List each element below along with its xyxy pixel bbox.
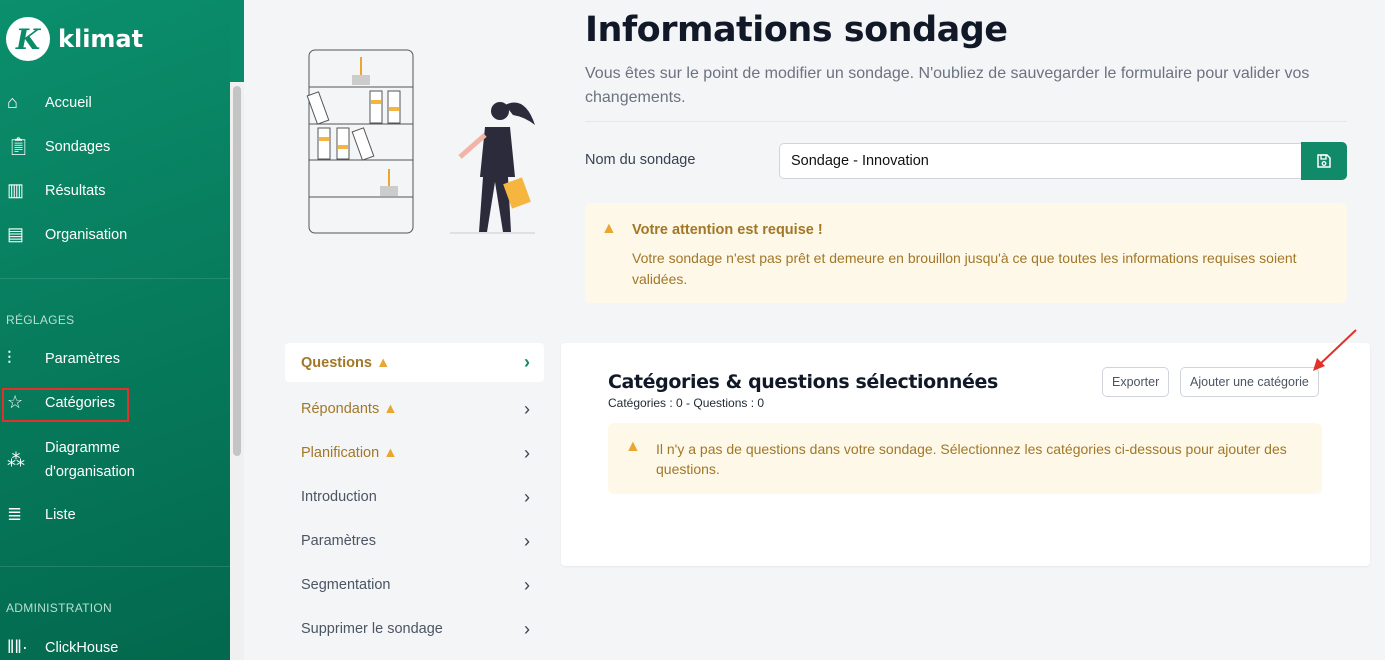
list-icon: ≣ xyxy=(7,504,23,524)
clipboard-icon: 📋︎ xyxy=(7,136,30,156)
layout-icon: ▤ xyxy=(7,224,25,244)
tab-introduction[interactable]: Introduction › xyxy=(285,475,544,519)
divider xyxy=(585,121,1347,122)
tab-label: Supprimer le sondage xyxy=(301,621,443,637)
empty-alert: ▲ Il n'y a pas de questions dans votre s… xyxy=(608,423,1322,494)
sidebar-item-label: ClickHouse xyxy=(45,639,119,656)
chevron-right-icon: › xyxy=(524,618,530,639)
chevron-right-icon: › xyxy=(524,352,530,372)
sidebar-item-resultats[interactable]: ▥ Résultats xyxy=(0,180,230,201)
page-subtitle: Vous êtes sur le point de modifier un so… xyxy=(585,65,1310,106)
alert-text: Votre sondage n'est pas prêt et demeure … xyxy=(632,250,1297,287)
sidebar-item-label: Catégories xyxy=(45,394,116,411)
tab-supprimer[interactable]: Supprimer le sondage › xyxy=(285,607,544,651)
tab-planification[interactable]: Planification ▲ › xyxy=(285,431,544,475)
tab-parametres[interactable]: Paramètres › xyxy=(285,519,544,563)
save-icon xyxy=(1317,154,1331,168)
sidebar-item-label: Diagramme d'organisation xyxy=(45,440,135,480)
tab-label: Segmentation xyxy=(301,577,391,593)
card-counts: Catégories : 0 - Questions : 0 xyxy=(608,396,765,410)
add-category-button[interactable]: Ajouter une catégorie xyxy=(1180,367,1319,397)
sidebar-scrollbar[interactable] xyxy=(230,82,244,660)
sidebar-item-organisation[interactable]: ▤ Organisation xyxy=(0,224,230,245)
sidebar-item-parametres[interactable]: ⫶ Paramètres xyxy=(0,348,230,369)
sidebar-item-label: Sondages xyxy=(45,138,111,155)
warning-icon: ▲ xyxy=(601,220,617,237)
survey-tabs: Questions ▲ › Répondants ▲ › Planification… xyxy=(285,343,544,651)
sliders-icon: ⫶ xyxy=(7,348,12,368)
sidebar-item-sondages[interactable]: 📋︎ Sondages xyxy=(0,136,230,157)
alert-text: Il n'y a pas de questions dans votre son… xyxy=(656,441,1287,477)
section-reglages: RÉGLAGES xyxy=(6,313,75,327)
sidebar-item-categories[interactable]: ☆ Catégories xyxy=(0,392,230,413)
attention-alert: ▲ Votre attention est requise ! Votre so… xyxy=(585,203,1347,303)
card-title: Catégories & questions sélectionnées xyxy=(608,371,998,393)
scrollbar-thumb[interactable] xyxy=(233,86,241,456)
sidebar-item-clickhouse[interactable]: ‖‖· ClickHouse xyxy=(0,637,230,658)
categories-card: Catégories & questions sélectionnées Cat… xyxy=(561,343,1370,566)
tab-label: Répondants xyxy=(301,401,380,417)
warning-icon: ▲ xyxy=(383,445,398,461)
chevron-right-icon: › xyxy=(524,530,530,551)
warning-icon: ▲ xyxy=(383,401,398,417)
chevron-right-icon: › xyxy=(524,486,530,507)
tab-label: Planification xyxy=(301,445,380,461)
sidebar-item-label: Résultats xyxy=(45,182,106,199)
sidebar-item-diagramme[interactable]: ⁂ Diagramme d'organisation xyxy=(0,436,230,484)
divider xyxy=(0,566,230,567)
survey-name-input[interactable]: Sondage - Innovation xyxy=(779,143,1302,179)
logo-text: klimat xyxy=(58,25,144,53)
survey-name-label: Nom du sondage xyxy=(585,152,696,168)
chevron-right-icon: › xyxy=(524,442,530,463)
save-button[interactable] xyxy=(1301,142,1347,180)
sidebar-item-label: Liste xyxy=(45,506,76,523)
tab-segmentation[interactable]: Segmentation › xyxy=(285,563,544,607)
sidebar-item-liste[interactable]: ≣ Liste xyxy=(0,504,230,525)
divider xyxy=(0,278,230,279)
alert-title: Votre attention est requise ! xyxy=(632,222,823,238)
tab-label: Paramètres xyxy=(301,533,376,549)
page-title: Informations sondage xyxy=(585,10,1008,50)
logo-mark: K xyxy=(6,17,50,61)
sidebar-item-accueil[interactable]: ⌂ Accueil xyxy=(0,92,230,113)
tab-questions[interactable]: Questions ▲ › xyxy=(285,343,544,382)
tab-label: Questions xyxy=(301,354,372,371)
clickhouse-icon: ‖‖· xyxy=(7,637,28,657)
illustration xyxy=(306,49,535,234)
chevron-right-icon: › xyxy=(524,574,530,595)
sidebar-item-label: Organisation xyxy=(45,226,128,243)
org-chart-icon: ⁂ xyxy=(7,450,25,470)
sidebar-header-extension xyxy=(230,0,244,82)
tab-label: Introduction xyxy=(301,489,377,505)
home-icon: ⌂ xyxy=(7,92,18,112)
export-button[interactable]: Exporter xyxy=(1102,367,1170,397)
sidebar-item-label: Paramètres xyxy=(45,350,120,367)
chart-file-icon: ▥ xyxy=(7,180,25,200)
warning-icon: ▲ xyxy=(625,438,641,455)
star-icon: ☆ xyxy=(7,392,24,412)
logo[interactable]: K klimat xyxy=(6,17,143,61)
warning-icon: ▲ xyxy=(375,354,391,371)
section-administration: ADMINISTRATION xyxy=(6,601,112,615)
chevron-right-icon: › xyxy=(524,398,530,419)
sidebar: K klimat ⌂ Accueil 📋︎ Sondages ▥ Résultats … xyxy=(0,0,230,660)
sidebar-item-label: Accueil xyxy=(45,94,92,111)
tab-repondants[interactable]: Répondants ▲ › xyxy=(285,387,544,431)
highlight-box xyxy=(2,388,129,422)
annotation-arrow xyxy=(1313,329,1357,371)
